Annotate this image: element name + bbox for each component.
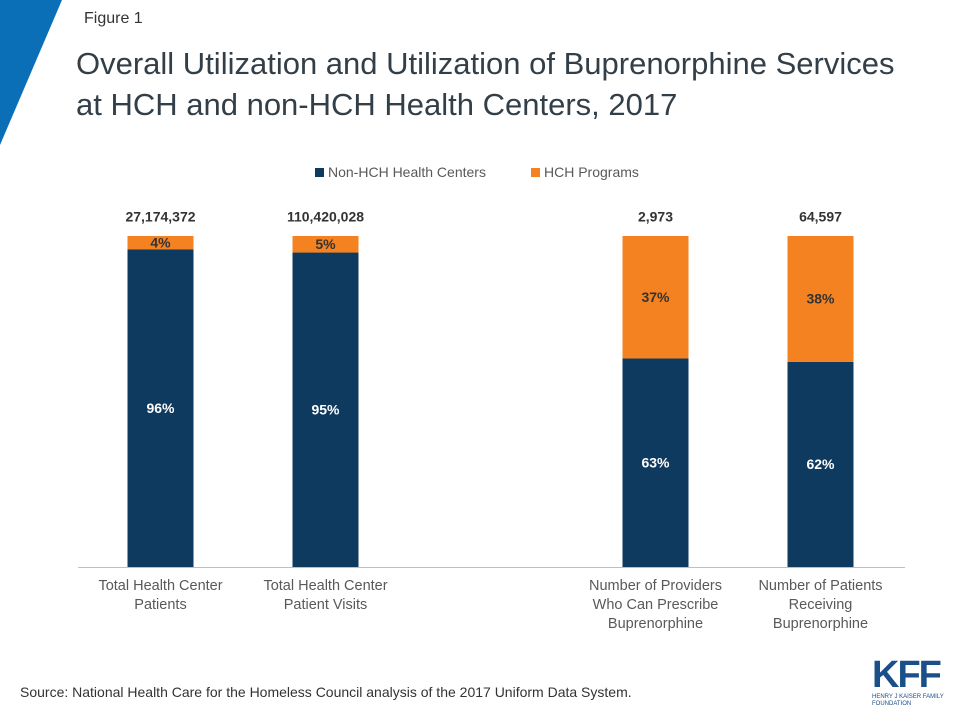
source: Source: National Health Care for the Hom… xyxy=(20,684,632,700)
x-tick-label: Total Health Center Patient Visits xyxy=(263,578,388,613)
x-tick-label: Number of Patients Receiving Buprenorphi… xyxy=(758,578,883,632)
legend-label: Non-HCH Health Centers xyxy=(328,164,486,180)
chart-title: Overall Utilization and Utilization of B… xyxy=(76,46,895,122)
data-label: 95% xyxy=(311,401,340,417)
corner-triangle xyxy=(0,0,62,145)
total-label: 110,420,028 xyxy=(287,209,364,225)
logo: KFF HENRY J KAISER FAMILY FOUNDATION xyxy=(872,656,952,708)
figure-label: Figure 1 xyxy=(84,10,143,27)
bar-segment xyxy=(622,236,689,359)
total-label: 2,973 xyxy=(638,209,673,225)
x-tick-label: Number of Providers Who Can Prescribe Bu… xyxy=(589,578,722,632)
data-label: 5% xyxy=(315,236,336,252)
x-tick-label: Total Health Center Patients xyxy=(98,578,223,613)
data-label: 63% xyxy=(641,454,670,470)
bar-segment xyxy=(127,236,194,250)
data-label: 38% xyxy=(806,291,835,307)
bar-segment xyxy=(622,358,689,567)
data-label: 62% xyxy=(806,456,835,472)
total-label: 27,174,372 xyxy=(125,209,195,225)
total-label: 64,597 xyxy=(799,209,842,225)
data-label: 96% xyxy=(146,400,175,416)
logo-subtitle: HENRY J KAISER FAMILY FOUNDATION xyxy=(872,694,944,707)
bar-segment xyxy=(787,361,854,567)
legend-swatch xyxy=(531,168,540,177)
legend-swatch xyxy=(315,168,324,177)
data-label: 37% xyxy=(641,289,670,305)
bar-segment xyxy=(787,236,854,362)
bar-segment xyxy=(292,252,359,568)
logo-name: KFF xyxy=(872,654,942,696)
data-label: 4% xyxy=(150,234,171,250)
legend-label: HCH Programs xyxy=(544,164,639,180)
bar-segment xyxy=(127,249,194,568)
bar-segment xyxy=(292,236,359,253)
